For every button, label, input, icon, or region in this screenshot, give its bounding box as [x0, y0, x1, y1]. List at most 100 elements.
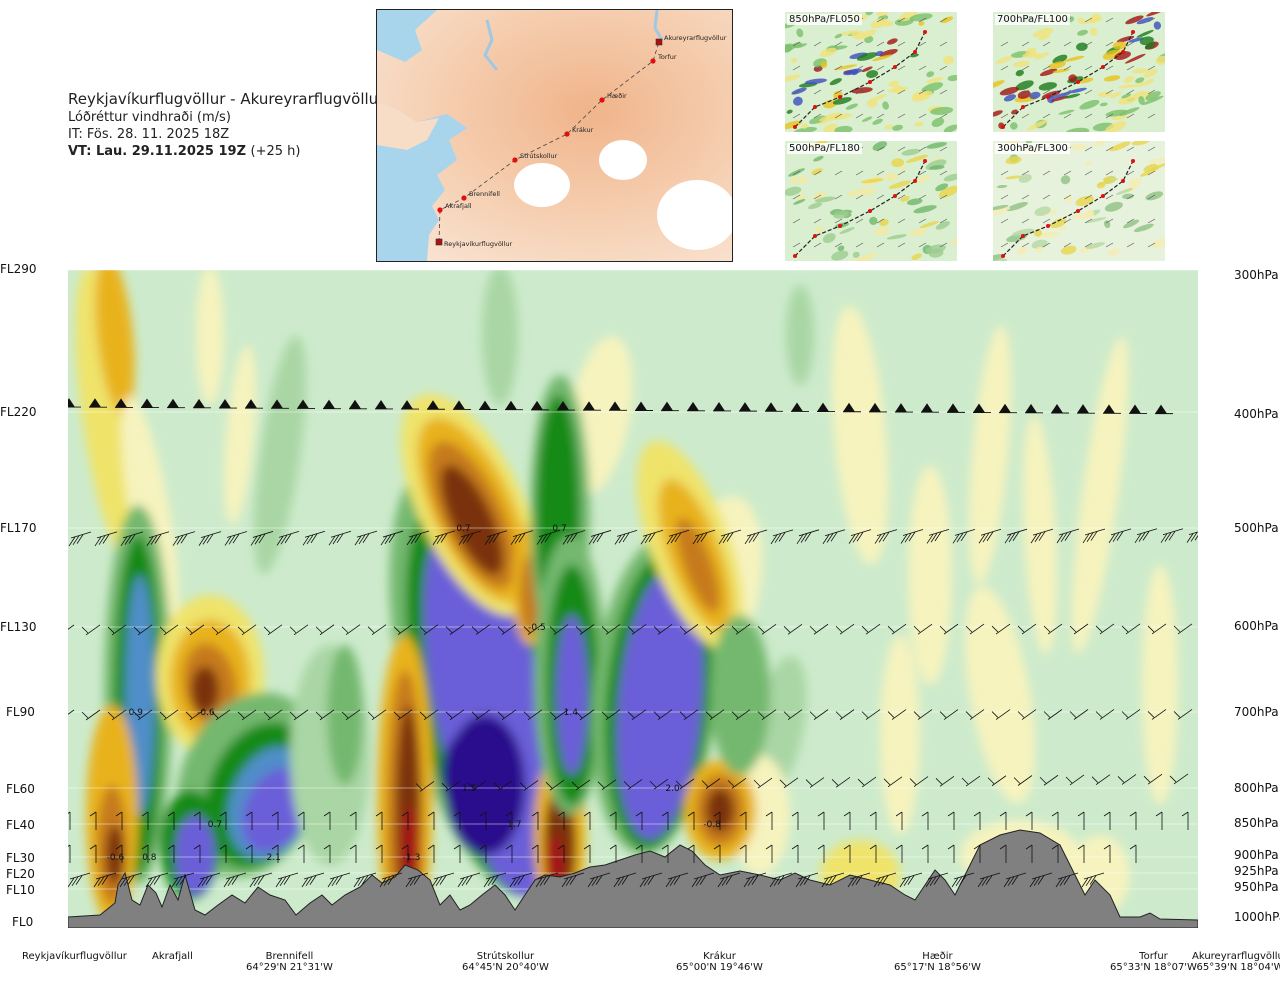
barb-shaft	[876, 529, 898, 536]
barb-flag	[479, 256, 491, 265]
thumb-field-blob	[867, 99, 878, 108]
barb-feather	[197, 877, 205, 888]
thumb-field-blob	[837, 245, 845, 252]
thumb-700[interactable]: 700hPa/FL100	[993, 12, 1165, 132]
barb-shaft	[215, 709, 231, 721]
barb-feather	[856, 532, 864, 542]
barb-feather	[805, 779, 813, 786]
barb-feather	[1103, 844, 1111, 850]
wind-barb	[1082, 528, 1106, 544]
thumb-300[interactable]: 300hPa/FL300	[993, 141, 1165, 261]
barb-feather	[245, 844, 253, 850]
barb-feather	[1173, 625, 1181, 633]
barb-shaft	[471, 780, 487, 792]
thumb-field-blob	[1139, 36, 1154, 46]
wind-barb	[1155, 404, 1173, 415]
wind-barb	[375, 399, 393, 410]
barb-shaft	[1084, 528, 1106, 536]
thumb-field-blob	[1105, 121, 1127, 132]
thumb-barb	[1042, 65, 1051, 71]
barb-feather	[302, 536, 310, 546]
thumb-field-blob	[1119, 107, 1140, 116]
barb-feather	[1129, 844, 1137, 850]
thumb-field-blob	[849, 52, 868, 59]
thumb-field-blob	[993, 80, 1005, 90]
barb-flag	[1155, 404, 1167, 414]
thumb-500[interactable]: 500hPa/FL180	[785, 141, 957, 261]
barb-shaft	[991, 775, 1007, 787]
barb-shaft	[627, 779, 643, 790]
thumb-850[interactable]: 850hPa/FL050	[785, 12, 957, 132]
thumb-500-svg	[785, 141, 957, 261]
barb-feather	[991, 711, 999, 718]
barb-feather	[1108, 533, 1116, 544]
location-name: Strútskollur	[476, 951, 535, 962]
barb-feather	[653, 711, 661, 718]
barb-feather	[731, 626, 739, 633]
wind-barb	[458, 530, 482, 546]
wind-barb	[457, 872, 481, 888]
wind-barb	[531, 811, 539, 830]
thumb-barb	[918, 170, 927, 176]
barb-flag	[609, 256, 621, 265]
barb-feather	[899, 877, 907, 888]
thumb-barb	[897, 146, 906, 152]
barb-feather	[68, 844, 71, 847]
wind-barb	[1103, 404, 1121, 414]
waypoint-marker	[461, 195, 467, 201]
glacier-hofsjokull	[599, 140, 647, 180]
barb-feather	[179, 875, 187, 885]
barb-feather	[133, 626, 141, 634]
barb-feather	[769, 877, 777, 888]
barb-feather	[1155, 811, 1163, 817]
barb-feather	[119, 877, 127, 888]
thumb-field-blob	[899, 166, 907, 171]
pressure-label: 925hPa	[1234, 864, 1279, 878]
barb-feather	[427, 844, 435, 850]
thumb-barb	[1000, 65, 1009, 71]
wind-barb	[549, 709, 569, 721]
wind-barb	[1129, 404, 1147, 414]
barb-shaft	[797, 872, 819, 880]
thumb-barb	[939, 146, 948, 152]
barb-feather	[622, 532, 630, 543]
barb-shaft	[459, 872, 481, 880]
barb-shaft	[813, 623, 829, 635]
barb-feather	[1037, 875, 1045, 885]
barb-feather	[904, 533, 912, 543]
barb-feather	[855, 875, 863, 885]
barb-shaft	[887, 776, 903, 788]
barb-feather	[613, 877, 621, 888]
barb-feather	[661, 844, 669, 850]
wind-barb	[167, 844, 175, 863]
barb-feather	[649, 780, 657, 788]
thumb-barb	[1021, 242, 1030, 248]
barb-feather	[1147, 711, 1155, 718]
barb-feather	[258, 533, 266, 544]
barb-feather	[973, 844, 981, 850]
barb-feather	[648, 532, 656, 543]
waypoint-marker	[655, 38, 663, 46]
wind-barb	[497, 624, 517, 635]
wind-barb	[935, 775, 955, 787]
thumb-field-blob	[1025, 47, 1037, 55]
barb-feather	[800, 533, 808, 543]
barb-feather	[765, 811, 773, 817]
barb-feather	[1056, 533, 1064, 544]
wind-barb	[1025, 844, 1033, 863]
barb-feather	[934, 531, 942, 542]
pressure-label: 950hPa	[1234, 880, 1279, 894]
wind-barb	[687, 257, 705, 266]
barb-feather	[843, 844, 851, 850]
thumb-barb	[1084, 65, 1093, 71]
barb-feather	[467, 782, 475, 790]
wind-barb	[167, 256, 185, 265]
wind-barb	[133, 624, 153, 636]
wind-barb	[353, 872, 377, 888]
barb-shaft	[761, 623, 777, 635]
thumb-field-blob	[869, 216, 878, 225]
barb-feather	[301, 877, 309, 888]
barb-flag	[843, 257, 855, 266]
barb-flag	[895, 403, 907, 413]
barb-feather	[627, 626, 635, 633]
